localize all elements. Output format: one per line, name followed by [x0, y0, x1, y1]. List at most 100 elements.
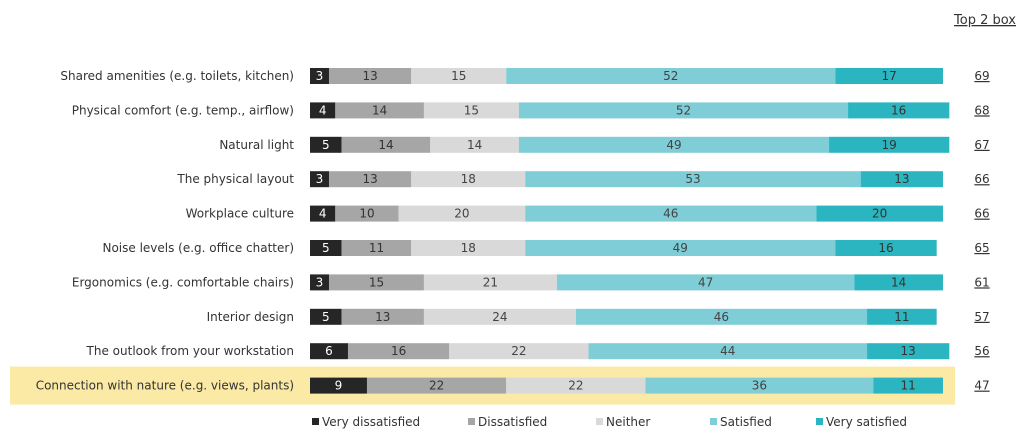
data-label: 9 — [335, 379, 343, 393]
legend-swatch — [710, 418, 717, 425]
bar-segment — [341, 136, 431, 153]
bar-segment — [588, 343, 868, 360]
bar-segment — [411, 171, 526, 188]
bar-segment — [411, 68, 507, 84]
data-label: 18 — [461, 172, 476, 186]
bar-segment — [854, 274, 943, 291]
bar-segment — [556, 274, 855, 291]
data-label: 22 — [511, 344, 526, 358]
bar-segment — [310, 308, 342, 325]
data-label: 4 — [319, 103, 327, 117]
bar-segment — [335, 102, 424, 119]
legend-swatch — [816, 418, 823, 425]
bar-segment — [310, 102, 336, 119]
bar-segment — [341, 240, 412, 256]
data-label: 21 — [483, 275, 498, 289]
data-label: 15 — [451, 69, 466, 83]
bar-segment — [310, 68, 329, 84]
category-label: Ergonomics (e.g. comfortable chairs) — [72, 275, 294, 289]
top2-box-value: 67 — [974, 138, 989, 152]
data-label: 14 — [891, 275, 906, 289]
bar-segment — [506, 377, 646, 394]
data-label: 16 — [891, 103, 906, 117]
top2-box-value: 65 — [974, 241, 989, 255]
data-label: 44 — [720, 344, 735, 358]
bar-segment — [411, 240, 526, 256]
bar-segment — [518, 102, 849, 119]
data-label: 11 — [369, 241, 384, 255]
bar-segment — [398, 205, 526, 222]
bar-segment — [835, 68, 943, 84]
top2-box-header: Top 2 box — [953, 13, 1016, 28]
bar-segment — [423, 274, 557, 291]
bar-segment — [506, 68, 836, 84]
bar-segment — [310, 343, 348, 360]
category-label: The outlook from your workstation — [86, 344, 294, 358]
bar-segment — [816, 205, 943, 222]
data-label: 3 — [316, 69, 324, 83]
bar-segment — [430, 136, 519, 153]
data-label: 13 — [901, 344, 916, 358]
top2-box-value: 56 — [974, 344, 989, 358]
data-label: 53 — [685, 172, 700, 186]
data-label: 18 — [461, 241, 476, 255]
bar-segment — [835, 240, 937, 256]
data-label: 15 — [369, 275, 384, 289]
data-label: 52 — [676, 103, 691, 117]
data-label: 3 — [316, 172, 324, 186]
data-label: 11 — [894, 310, 909, 324]
bar-segment — [449, 343, 589, 360]
bar-segment — [873, 377, 943, 394]
bar-segment — [423, 308, 576, 325]
bar-segment — [310, 274, 329, 291]
bar-segment — [848, 102, 950, 119]
data-label: 19 — [882, 138, 897, 152]
data-label: 14 — [378, 138, 393, 152]
data-label: 46 — [714, 310, 729, 324]
category-label: Interior design — [207, 310, 294, 324]
data-label: 5 — [322, 138, 330, 152]
data-label: 14 — [467, 138, 482, 152]
bar-segment — [867, 308, 937, 325]
category-label: Workplace culture — [186, 207, 294, 221]
bar-segment — [310, 171, 329, 188]
category-label: Shared amenities (e.g. toilets, kitchen) — [60, 69, 294, 83]
bar-segment — [829, 136, 950, 153]
bar-segment — [525, 240, 836, 256]
top2-box-value: 66 — [974, 207, 989, 221]
top2-box-value: 68 — [974, 103, 989, 117]
top2-box-value: 57 — [974, 310, 989, 324]
data-label: 13 — [375, 310, 390, 324]
data-label: 5 — [322, 241, 330, 255]
legend-swatch — [312, 418, 319, 425]
data-label: 11 — [901, 379, 916, 393]
data-label: 4 — [319, 207, 327, 221]
data-label: 16 — [391, 344, 406, 358]
bar-segment — [423, 102, 519, 119]
data-label: 16 — [878, 241, 893, 255]
bar-segment — [347, 343, 450, 360]
data-label: 47 — [698, 275, 713, 289]
data-label: 46 — [663, 207, 678, 221]
category-label: Natural light — [219, 138, 294, 152]
data-label: 22 — [568, 379, 583, 393]
category-label: The physical layout — [176, 172, 294, 186]
legend-label: Dissatisfied — [478, 415, 547, 429]
bar-segment — [328, 68, 412, 84]
bar-segment — [310, 136, 342, 153]
legend-label: Very satisfied — [826, 415, 907, 429]
legend-swatch — [596, 418, 603, 425]
data-label: 13 — [362, 69, 377, 83]
data-label: 49 — [666, 138, 681, 152]
bar-segment — [310, 205, 336, 222]
legend-label: Satisfied — [720, 415, 772, 429]
bar-segment — [366, 377, 507, 394]
top2-box-value: 66 — [974, 172, 989, 186]
top2-box-value: 47 — [974, 379, 989, 393]
legend-label: Very dissatisfied — [322, 415, 420, 429]
bar-segment — [310, 240, 342, 256]
data-label: 20 — [454, 207, 469, 221]
bar-segment — [867, 343, 950, 360]
legend-label: Neither — [606, 415, 650, 429]
